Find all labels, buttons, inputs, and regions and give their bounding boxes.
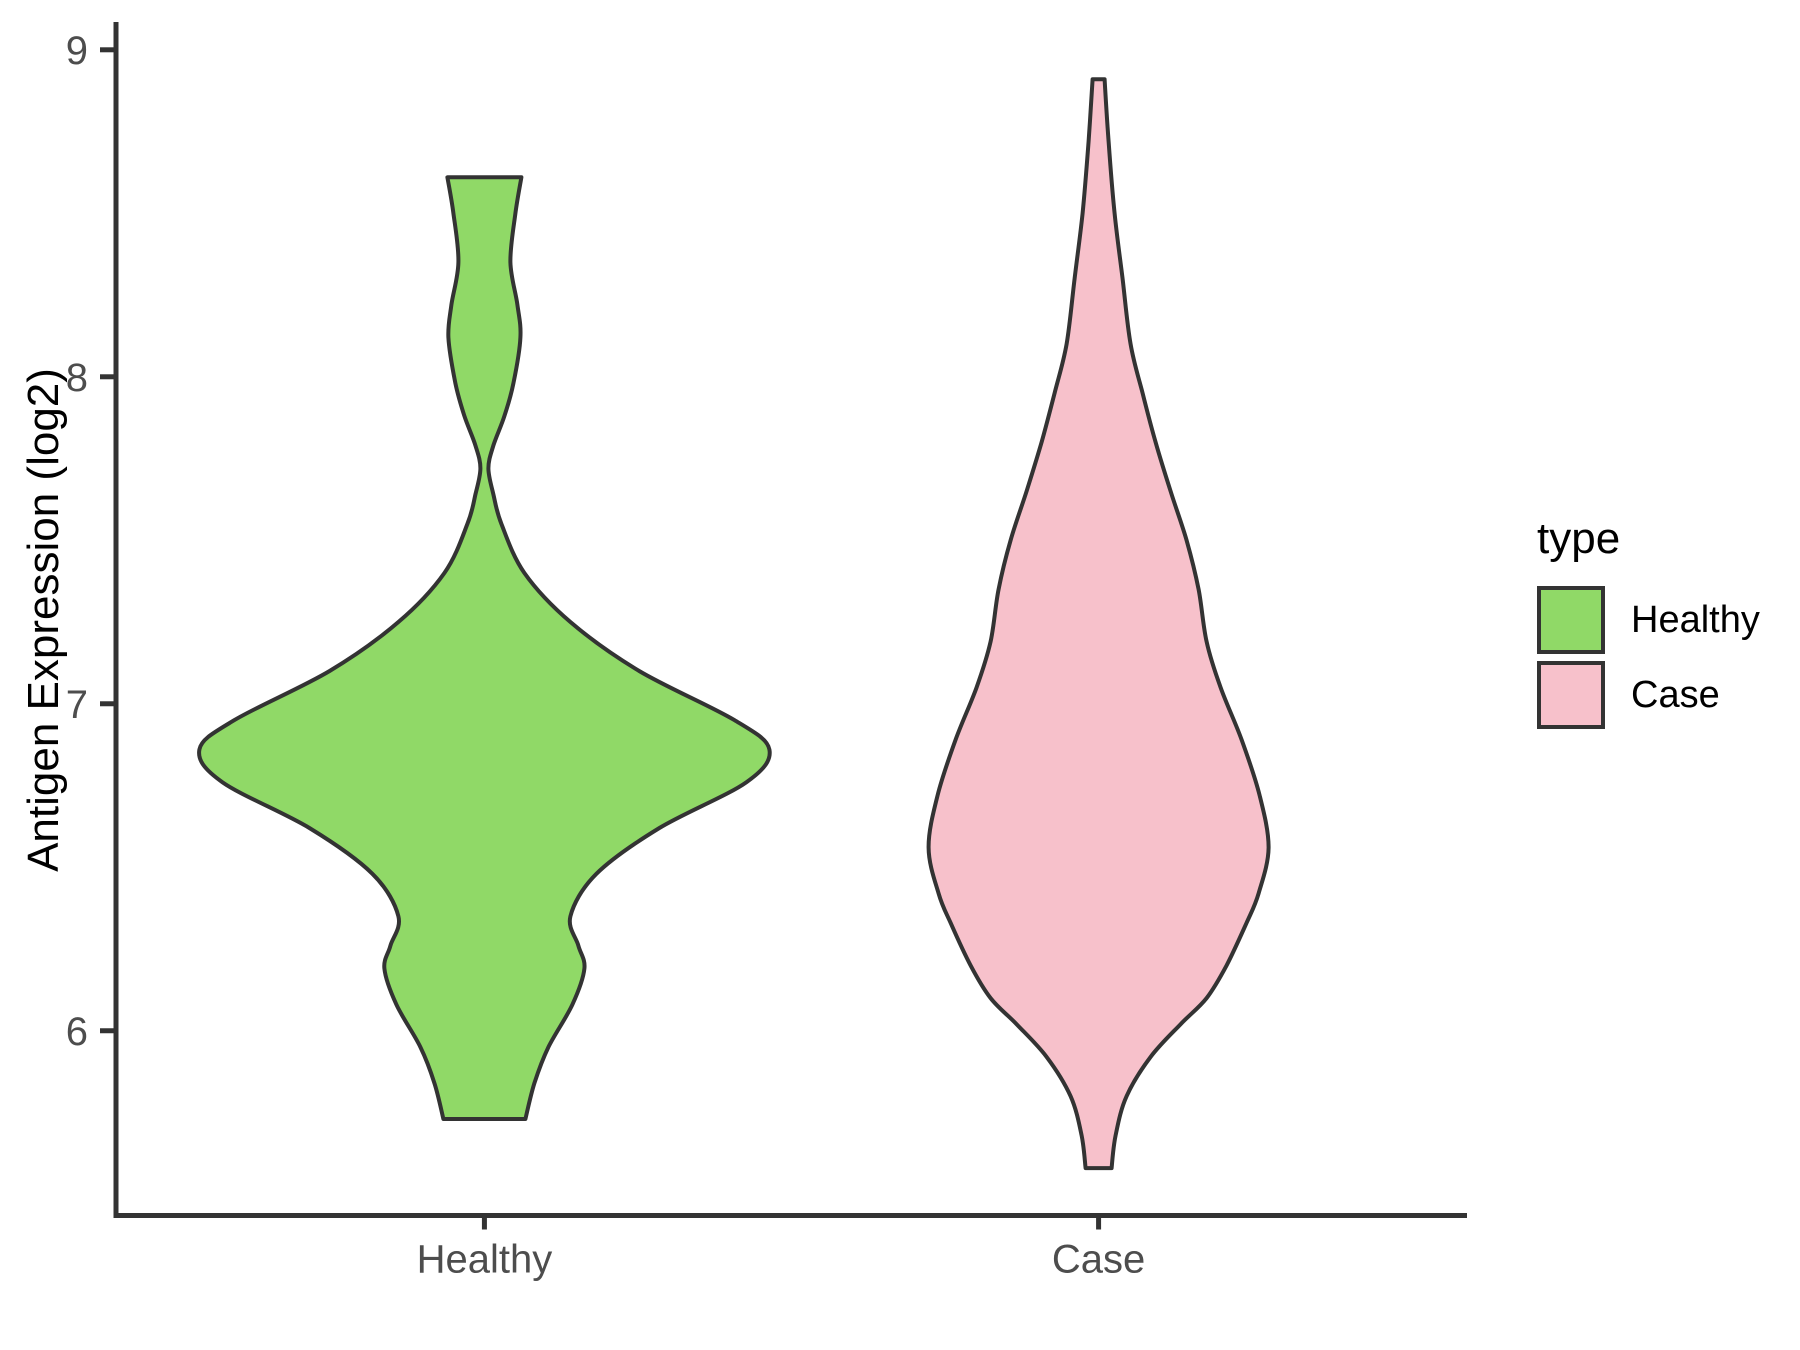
legend-item-case: Case [1537,661,1760,729]
legend-title: type [1537,514,1621,563]
legend-swatch-case [1537,661,1605,729]
x-tick-label-case: Case [1052,1238,1145,1282]
y-tick-label: 8 [66,356,88,400]
legend-swatch-healthy [1537,586,1605,654]
y-axis-title: Antigen Expression (log2) [19,368,68,872]
y-tick-label: 6 [66,1010,88,1054]
legend-item-healthy: Healthy [1537,586,1760,654]
y-tick-label: 7 [66,683,88,727]
legend-label-healthy: Healthy [1631,598,1760,641]
legend-label-case: Case [1631,673,1720,716]
y-tick-label: 9 [66,29,88,73]
violin-case [926,77,1271,1171]
legend-items: Healthy Case [1537,586,1760,729]
violin-healthy [197,175,772,1121]
legend: type Healthy Case [1537,514,1760,736]
x-tick-label-healthy: Healthy [417,1238,553,1282]
